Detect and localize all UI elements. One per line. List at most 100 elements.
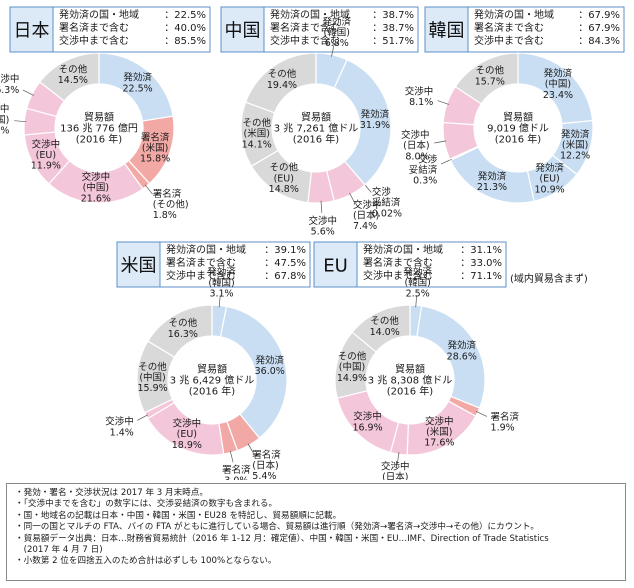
slice-label: 署名済(日本) 5.4% bbox=[252, 449, 281, 480]
country-box bbox=[116, 241, 161, 288]
donut-slice bbox=[351, 304, 411, 353]
leader-line bbox=[440, 158, 453, 165]
note-line: ・貿易額データ出典：日本…財務省貿易統計（2016 年 1-12 月：確定値）、… bbox=[15, 533, 549, 544]
slice-label: 署名済3.0% bbox=[222, 464, 251, 480]
center-label: 貿易額 3 兆 7,261 億ドル(2016 年) bbox=[274, 110, 359, 145]
leader-line bbox=[320, 200, 323, 213]
stat-label: 交渉中まで含む bbox=[363, 269, 433, 282]
leader-line bbox=[218, 295, 221, 308]
slice-label: 交渉中 16.9% bbox=[352, 411, 382, 434]
stat-value: ：71.1% bbox=[460, 271, 502, 282]
slice-label: 交渉中(韓国)5.7% bbox=[0, 103, 9, 136]
stat-label: 交渉中まで含む bbox=[474, 34, 544, 47]
leader-line bbox=[14, 120, 27, 123]
slice-label: 署名済(その他) 1.8% bbox=[153, 188, 189, 221]
country-box bbox=[313, 241, 358, 288]
stat-value: ：33.0% bbox=[460, 258, 502, 269]
slice-label: 交渉中(日本) 7.4% bbox=[353, 199, 382, 232]
donut-slice bbox=[454, 52, 519, 105]
note-line: ・小数第 2 位を四捨五入のため合計は必ずしも 100%とならない。 bbox=[15, 556, 277, 567]
stat-label: 発効済の国・地域 bbox=[474, 8, 554, 21]
slice-label: 交渉中6.3% bbox=[0, 73, 19, 96]
slice-label: 交渉中(EU) 18.9% bbox=[172, 418, 202, 451]
slice-label: 発効済 22.5% bbox=[123, 72, 153, 95]
stat-value: ：47.5% bbox=[264, 258, 306, 269]
stat-value: ：31.1% bbox=[460, 245, 502, 256]
leader-line bbox=[434, 140, 447, 144]
slice-label: その他 14.5% bbox=[58, 64, 88, 87]
country-box bbox=[9, 6, 54, 53]
leader-line bbox=[144, 184, 153, 195]
slice-label: 発効済 31.9% bbox=[360, 109, 390, 132]
stat-label: 交渉中まで含む bbox=[166, 269, 236, 282]
stat-label: 交渉中まで含む bbox=[270, 34, 340, 47]
stat-label: 署名済まで含む bbox=[59, 21, 129, 34]
leader-line bbox=[475, 410, 487, 417]
note-line: ・同一の国とマルチの FTA、バイの FTA がともに進行している場合、貿易額は… bbox=[15, 522, 539, 533]
leader-line bbox=[229, 450, 234, 463]
center-label: 貿易額 9,019 億ドル(2016 年) bbox=[487, 110, 549, 145]
donut-slice bbox=[219, 305, 288, 439]
stat-value: ：51.7% bbox=[372, 36, 414, 47]
region-note: (域内貿易含まず) bbox=[510, 272, 588, 285]
slice-label: 交渉妥結済 0.02% bbox=[372, 186, 402, 219]
stat-label: 署名済まで含む bbox=[363, 256, 433, 269]
slice-label: 発効済 21.3% bbox=[477, 171, 507, 194]
country-name: 米国 bbox=[121, 256, 157, 277]
leader-line bbox=[247, 443, 255, 455]
stat-value: ：40.0% bbox=[164, 23, 206, 34]
chart-4: EU 発効済の国・地域 ：31.1% 署名済まで含む ：33.0% 交渉中まで含む ：71.… bbox=[313, 241, 588, 480]
stat-value: ：39.1% bbox=[264, 245, 306, 256]
stat-value: ：67.9% bbox=[578, 10, 620, 21]
slice-label: 交渉中 1.4% bbox=[105, 416, 134, 439]
slice-label: 交渉中(日本) 8.0% bbox=[401, 129, 430, 162]
slice-label: 発効済(韓国) 6.8% bbox=[323, 16, 352, 49]
stat-value: ：85.5% bbox=[164, 36, 206, 47]
slice-label: 交渉中(米国) 17.6% bbox=[424, 415, 454, 448]
note-line: ・国・地域名の記載は日本・中国・韓国・米国・EU28 を特記し、貿易額順に記載。 bbox=[15, 510, 342, 521]
stat-label: 発効済の国・地域 bbox=[363, 243, 443, 256]
slice-label: その他 15.7% bbox=[475, 65, 505, 88]
donut-slice bbox=[147, 304, 213, 358]
slice-label: その他 14.0% bbox=[370, 315, 400, 338]
country-name: EU bbox=[323, 256, 348, 277]
slice-label: 発効済 36.0% bbox=[255, 355, 285, 378]
slice-label: その他(中国) 14.9% bbox=[337, 351, 367, 384]
stat-label: 発効済の国・地域 bbox=[270, 8, 350, 21]
donut-slice bbox=[333, 58, 392, 186]
slice-label: 交渉中(日本)3.6% bbox=[381, 461, 410, 480]
slice-label: 交渉中(EU) 11.9% bbox=[31, 138, 61, 171]
stat-value: ：84.3% bbox=[578, 36, 620, 47]
center-label: 貿易額 3 兆 8,308 億ドル(2016 年) bbox=[368, 362, 453, 397]
note-line: ・「交渉中までを含む」の数字には、交渉妥結済の数字も含まれる。 bbox=[15, 499, 278, 510]
stat-label: 発効済の国・地域 bbox=[166, 243, 246, 256]
slice-label: 署名済(米国) 15.8% bbox=[140, 131, 170, 164]
stat-value: ：38.7% bbox=[372, 10, 414, 21]
country-box bbox=[220, 6, 265, 53]
stat-value: ：67.9% bbox=[578, 23, 620, 34]
slice-label: その他 16.3% bbox=[168, 317, 198, 340]
stat-label: 交渉中まで含む bbox=[59, 34, 129, 47]
slice-label: 発効済(中国) 23.4% bbox=[543, 68, 573, 101]
slice-label: その他(EU) 14.8% bbox=[269, 162, 299, 195]
country-box bbox=[424, 6, 469, 53]
leader-line bbox=[137, 414, 148, 421]
stat-label: 発効済の国・地域 bbox=[59, 8, 139, 21]
leader-line bbox=[437, 100, 450, 105]
center-label: 貿易額 3 兆 6,429 億ドル(2016 年) bbox=[170, 362, 255, 397]
stat-label: 署名済まで含む bbox=[166, 256, 236, 269]
notes-box: ・発効・署名・交渉状況は 2017 年 3 月末時点。 ・「交渉中までを含む」の… bbox=[6, 483, 626, 581]
slice-label: その他 19.4% bbox=[267, 68, 297, 91]
slice-label: 交渉中(中国) 21.6% bbox=[81, 171, 111, 204]
country-name: 韓国 bbox=[429, 21, 465, 42]
stat-value: ：38.7% bbox=[372, 23, 414, 34]
leader-line bbox=[331, 44, 335, 57]
country-name: 中国 bbox=[225, 21, 261, 42]
slice-label: 交渉中 8.1% bbox=[405, 85, 434, 108]
leader-line bbox=[415, 295, 418, 308]
slice-label: 発効済 28.6% bbox=[447, 340, 477, 363]
leader-line bbox=[396, 452, 400, 465]
